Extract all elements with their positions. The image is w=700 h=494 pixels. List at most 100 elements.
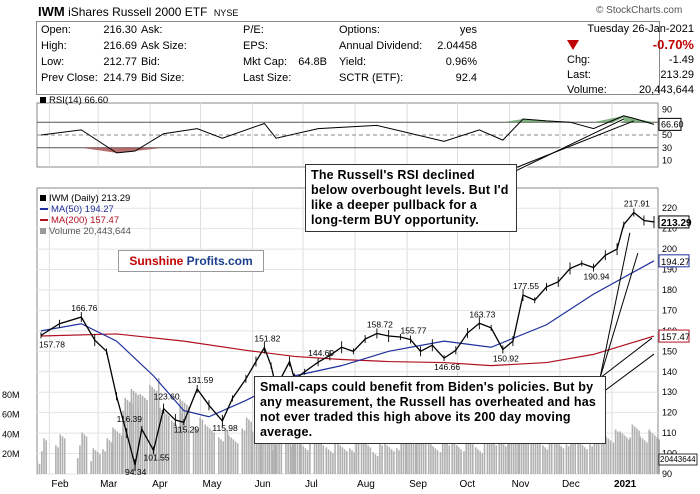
volume-bar — [593, 433, 596, 474]
volume-bar — [550, 438, 553, 474]
x-tick-label: Apr — [152, 479, 168, 490]
volume-bar — [118, 433, 121, 474]
change-panel: Tuesday 26-Jan-2021 -0.70% Chg: -1.49 La… — [567, 23, 694, 99]
price-point-label: 150.92 — [493, 353, 519, 363]
volume-bar — [508, 428, 511, 474]
last-price-box — [658, 215, 690, 229]
volume-bar — [404, 441, 407, 474]
quote-date: Tuesday 26-Jan-2021 — [587, 23, 694, 35]
legend-ma200: MA(200) 157.47 — [40, 215, 131, 226]
rsi-tick-label: 90 — [662, 104, 672, 114]
x-tick-label: Sep — [409, 479, 427, 490]
y-tick-label: 130 — [662, 387, 677, 397]
volume-bar — [296, 437, 299, 474]
volume-bar — [128, 401, 131, 474]
volume-bar — [530, 433, 532, 474]
y-tick-label: 140 — [662, 367, 677, 377]
y-tick-label: 110 — [662, 428, 676, 438]
volume-bar — [151, 386, 153, 474]
volume-bar — [211, 430, 213, 474]
rsi-tick-label: 10 — [662, 156, 672, 166]
prev-close-value: 214.79 — [103, 72, 137, 84]
volume-bar — [102, 449, 104, 474]
volume-bar — [548, 436, 551, 474]
y-tick-label: 90 — [662, 469, 672, 479]
volume-bar — [130, 388, 133, 474]
volume-tick-label: 60M — [2, 410, 20, 420]
volume-bar — [339, 445, 342, 474]
volume-bar — [309, 437, 311, 474]
volume-bar — [483, 440, 486, 474]
volume-bar — [471, 444, 474, 474]
volume-bar — [448, 445, 451, 474]
volume-bar — [643, 440, 646, 474]
volume-bar — [81, 432, 83, 474]
volume-bar — [161, 409, 163, 474]
rsi-pointer — [504, 118, 624, 177]
volume-bar — [446, 443, 448, 474]
volume-bar — [259, 434, 262, 474]
y-tick-label: 200 — [662, 244, 677, 254]
volume-bar — [132, 390, 135, 474]
volume-bar — [92, 448, 95, 474]
volume-bar — [479, 451, 481, 474]
volume-bar — [648, 429, 650, 474]
volume-bar — [424, 432, 427, 474]
volume-bar — [329, 451, 332, 474]
volume-bar — [390, 449, 393, 474]
stockcharts-brand: © StockCharts.com — [596, 5, 683, 16]
volume-bar — [165, 413, 168, 474]
last-size-label: Last Size: — [243, 72, 292, 84]
volume-bar — [577, 441, 579, 474]
volume-bar — [137, 406, 139, 474]
volume-bar — [621, 433, 624, 474]
x-tick-label: May — [203, 479, 222, 490]
volume-bar — [641, 438, 644, 474]
volume-bar — [553, 440, 556, 474]
price-legend: IWM (Daily) 213.29 MA(50) 194.27 MA(200)… — [40, 193, 131, 237]
volume-bar — [477, 449, 479, 474]
volume-bar — [99, 454, 101, 474]
open-value: 216.30 — [103, 24, 137, 36]
volume-bar — [170, 420, 173, 474]
volume-bar — [527, 431, 530, 474]
volume-bar — [213, 432, 215, 474]
yield-value: 0.96% — [445, 56, 477, 68]
volume-bar — [600, 432, 603, 474]
volume-bar — [636, 428, 638, 474]
last-label: Last: — [567, 69, 591, 81]
low-value: 212.77 — [103, 56, 137, 68]
volume-bar — [412, 442, 415, 474]
volume-bar — [304, 448, 307, 474]
volume-bar — [357, 441, 360, 474]
volume-bar — [41, 451, 43, 474]
exchange: NYSE — [213, 8, 239, 18]
ask-label: Ask: — [141, 24, 163, 36]
ma-pointer — [599, 337, 653, 379]
volume-bar — [406, 436, 408, 474]
last-price-label: 213.29 — [661, 218, 692, 229]
ma-pointer — [599, 253, 639, 379]
price-point-label: 94.34 — [125, 467, 147, 477]
ma-annotation: Small-caps could benefit from Biden's po… — [254, 376, 606, 444]
volume-bar — [654, 435, 656, 474]
volume-bar — [481, 453, 484, 474]
volume-bar — [507, 433, 509, 474]
rsi-tick-label: 30 — [662, 143, 672, 153]
volume-bar — [83, 434, 86, 474]
ma50-value-label: 194.27 — [661, 257, 690, 268]
price-point-label: 131.59 — [187, 375, 213, 385]
volume-bar — [633, 426, 636, 474]
volume-bar — [124, 397, 127, 474]
volume-bar — [597, 437, 600, 474]
volume-bar — [120, 435, 123, 474]
price-line — [40, 211, 655, 466]
x-tick-label: Jun — [255, 479, 271, 490]
volume-bar — [294, 435, 297, 474]
volume-bar — [232, 439, 235, 474]
volume-bar — [455, 445, 458, 474]
volume-bar — [251, 431, 254, 474]
volume-bar — [491, 441, 493, 474]
volume-bar — [185, 404, 188, 474]
volume-bar — [498, 440, 501, 474]
